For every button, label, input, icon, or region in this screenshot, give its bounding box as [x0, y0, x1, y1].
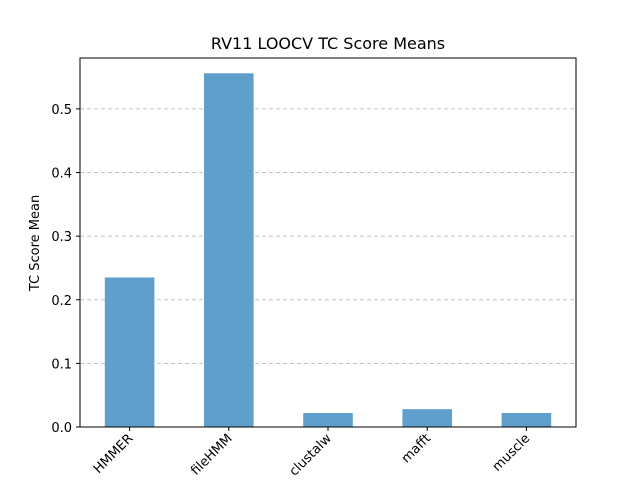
y-tick-label-0: 0.0 [51, 421, 72, 436]
bars [104, 73, 552, 427]
y-tick-label-3: 0.3 [51, 230, 72, 245]
grid-lines [80, 108, 576, 364]
bar-mafft [402, 409, 452, 427]
y-tick-label-5: 0.5 [51, 103, 72, 118]
bar-fileHMM [204, 73, 254, 427]
y-axis: 0.0 0.1 0.2 0.3 0.4 0.5 [51, 103, 80, 436]
y-tick-label-1: 0.1 [51, 357, 72, 372]
x-tick-label-2: clustalw [287, 431, 335, 479]
bar-muscle [501, 413, 552, 427]
y-axis-label: TC Score Mean [28, 195, 43, 292]
chart-title: RV11 LOOCV TC Score Means [211, 34, 445, 53]
x-tick-label-4: muscle [490, 431, 533, 474]
bar-HMMER [104, 277, 155, 427]
x-tick-label-0: HMMER [91, 431, 137, 477]
x-axis: HMMER fileHMM clustalw mafft muscle [91, 427, 533, 479]
x-tick-label-3: mafft [399, 431, 434, 466]
x-tick-label-1: fileHMM [188, 431, 235, 478]
y-tick-label-4: 0.4 [51, 167, 72, 182]
bar-clustalw [303, 413, 353, 427]
y-tick-label-2: 0.2 [51, 294, 72, 309]
